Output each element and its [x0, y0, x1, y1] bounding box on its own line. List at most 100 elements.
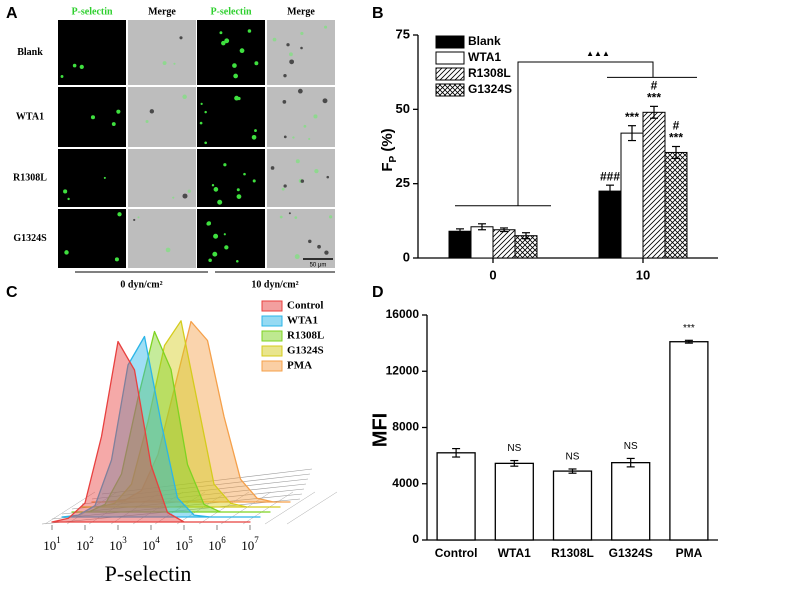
cell-dot	[204, 110, 207, 114]
cell-dot	[211, 184, 215, 187]
cell-dot	[313, 114, 318, 119]
x-tick-base: 10	[142, 538, 155, 553]
significance-mark: #	[651, 79, 658, 93]
x-tick-label: R1308L	[551, 546, 594, 560]
y-tick-label: 4000	[392, 476, 419, 490]
cell-dot	[283, 184, 287, 188]
cell-dot	[254, 61, 259, 66]
x-tick-exponent: 2	[89, 535, 94, 545]
cell-dot	[317, 244, 321, 249]
significance-mark: ***	[647, 91, 661, 105]
cell-dot	[294, 216, 298, 220]
legend-label: G1324S	[287, 345, 324, 357]
x-tick-exponent: 3	[122, 535, 127, 545]
scale-bar-label: 50 μm	[310, 263, 327, 269]
cell-dot	[213, 233, 219, 239]
y-axis-label: MFI	[369, 413, 391, 447]
cell-dot	[162, 61, 167, 65]
cell-dot	[117, 212, 122, 217]
legend-label: R1308L	[468, 66, 511, 80]
condition-label: 0 dyn/cm²	[120, 279, 162, 290]
legend-label: Blank	[468, 34, 501, 48]
floor-line	[242, 491, 294, 525]
bar	[470, 226, 494, 259]
y-label-unit: (%)	[379, 128, 396, 151]
y-tick-label: 0	[412, 532, 419, 546]
cell-dot	[200, 102, 203, 106]
error-bar	[452, 447, 461, 458]
column-header: P-selectin	[71, 6, 113, 17]
cell-dot	[221, 40, 226, 46]
floor-line	[286, 491, 338, 525]
bar	[642, 111, 666, 259]
legend-swatch	[435, 51, 465, 65]
cell-dot	[173, 62, 176, 65]
micrograph	[267, 149, 335, 207]
micrograph	[128, 209, 196, 268]
x-tick-label: 101	[43, 535, 61, 553]
cell-dot	[286, 43, 290, 47]
legend-swatch	[261, 360, 283, 372]
floor-line	[101, 468, 313, 495]
cell-dot	[239, 48, 245, 54]
cell-dot	[294, 254, 300, 260]
significance-mark: ***	[683, 323, 695, 334]
condition-label: 10 dyn/cm²	[251, 279, 298, 290]
bar	[448, 230, 472, 259]
significance-mark: ***	[669, 131, 683, 145]
micrograph	[128, 20, 196, 85]
floor-line	[176, 491, 228, 525]
cell-dot	[223, 163, 227, 167]
cell-dot	[103, 176, 106, 179]
significance-mark: ***	[625, 110, 639, 124]
cell-dot	[217, 199, 223, 205]
legend-label: PMA	[287, 360, 312, 372]
cell-dot	[233, 73, 239, 79]
cell-dot	[172, 196, 175, 199]
micrograph	[58, 20, 126, 85]
legend-label: R1308L	[287, 330, 324, 342]
cell-dot	[300, 31, 304, 36]
cell-dot	[254, 129, 257, 132]
x-tick-base: 10	[241, 538, 254, 553]
cell-dot	[114, 257, 119, 262]
y-label-sub: P	[388, 156, 399, 163]
cell-dot	[308, 137, 311, 140]
cell-dot	[300, 46, 303, 50]
error-bar	[568, 468, 577, 474]
bar	[669, 341, 709, 541]
histogram-area	[81, 320, 281, 508]
cell-dot	[90, 115, 96, 120]
cell-dot	[179, 36, 183, 40]
floor-line	[220, 491, 272, 525]
y-tick-label: 8000	[392, 420, 419, 434]
cell-dot	[111, 122, 116, 126]
y-tick-label: 50	[396, 101, 410, 116]
cell-dot	[272, 37, 277, 42]
bar	[598, 190, 622, 259]
legend-label: Control	[287, 300, 323, 312]
bar	[494, 462, 534, 541]
cell-dot	[60, 75, 64, 78]
bar	[664, 151, 688, 259]
x-tick-label: 105	[175, 535, 193, 553]
cell-dot	[283, 73, 287, 78]
cell-dot	[324, 250, 329, 255]
panel-label: C	[6, 284, 18, 301]
error-bar	[650, 105, 658, 119]
micrograph	[197, 149, 265, 207]
bracket	[517, 61, 654, 206]
error-bar	[628, 125, 636, 142]
cell-dot	[236, 194, 242, 199]
floor-line	[81, 478, 309, 505]
row-label: Blank	[17, 47, 43, 58]
cell-dot	[149, 109, 155, 114]
significance-mark: NS	[566, 452, 580, 463]
y-label-main: F	[379, 163, 396, 172]
row-label: G1324S	[13, 233, 47, 244]
cell-dot	[234, 95, 239, 101]
y-tick-label: 16000	[386, 307, 420, 321]
cell-dot	[208, 258, 212, 262]
y-tick-label: 12000	[386, 363, 420, 377]
